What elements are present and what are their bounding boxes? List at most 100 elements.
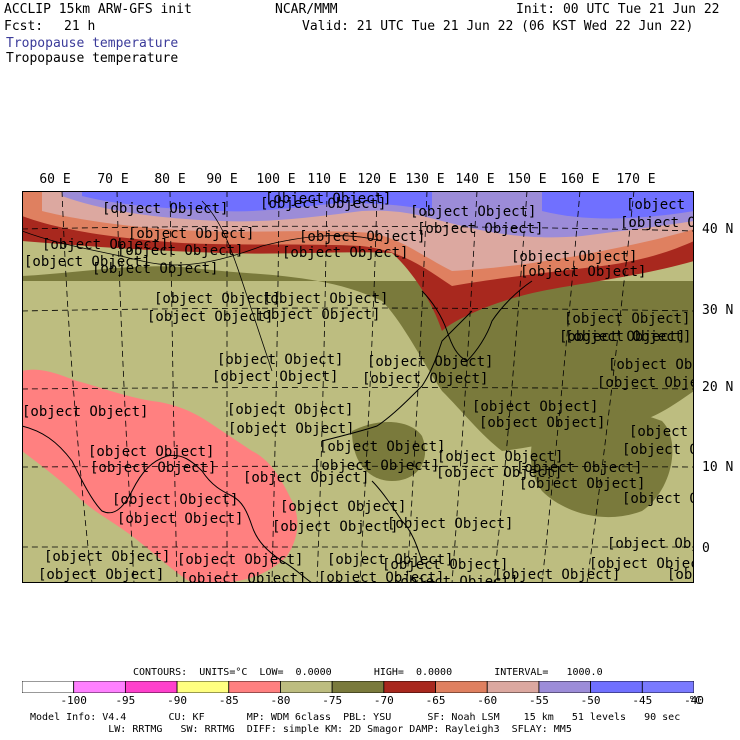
lon-label: 100 E: [256, 172, 296, 187]
colorbar-swatch: [486, 681, 540, 693]
map-annotation: [object Object]: [559, 329, 685, 345]
map-annotation: [object Object]: [313, 458, 439, 474]
map-annotation: [object Object]: [318, 570, 444, 583]
lat-label: 40 N: [702, 222, 734, 237]
colorbar-swatch: [435, 681, 488, 693]
map-annotation: [object Object]: [38, 567, 164, 583]
lon-label: 60 E: [39, 172, 71, 187]
map-annotation: [object Object]: [254, 307, 380, 323]
map-annotation: [object Object]: [607, 536, 694, 552]
map-annotation: [object Object]: [494, 567, 620, 583]
map-annotation: [object Object]: [362, 371, 488, 387]
map-annotation: [object Object]: [22, 404, 148, 420]
init-time: Init: 00 UTC Tue 21 Jun 22: [516, 2, 720, 17]
colorbar-tick-label: -60: [477, 694, 498, 707]
colorbar-swatch: [538, 681, 592, 693]
lon-label: 70 E: [97, 172, 129, 187]
map-frame: [22, 191, 694, 583]
graticule: [22, 191, 694, 583]
map-annotation: [object Object]: [282, 245, 408, 261]
lat-label: 0: [702, 541, 710, 556]
valid-time: Valid: 21 UTC Tue 21 Jun 22 (06 KST Wed …: [302, 19, 694, 34]
lon-label: 150 E: [507, 172, 547, 187]
colorbar-unit: °C: [688, 694, 702, 707]
map-annotation: [object Object]: [228, 421, 354, 437]
colorbar-tick-label: -100: [60, 694, 87, 707]
map-annotation: [object Object]: [520, 264, 646, 280]
map-annotation: [object Object]: [565, 329, 691, 345]
colorbar-tick-label: -70: [373, 694, 394, 707]
map-annotation: [object Object]: [260, 196, 386, 212]
map-annotation: [object Object]: [272, 519, 398, 535]
map-annotation: [object Object]: [367, 354, 493, 370]
shade-minus45-patch: [542, 191, 694, 219]
lon-label: 120 E: [357, 172, 397, 187]
field-title-blue: Tropopause temperature: [6, 36, 179, 51]
colorbar-tick-label: -85: [218, 694, 239, 707]
map-annotation: [object Object]: [243, 470, 369, 486]
map-annotation: [object Object]: [24, 254, 150, 270]
forecast-hours: 21 h: [64, 19, 96, 34]
map-annotation: [object Object]: [437, 449, 563, 465]
colorbar-swatch: [22, 681, 75, 693]
colorbar-swatch: [124, 681, 178, 693]
map-annotation: [object Object]: [629, 424, 694, 440]
model-info-line2: LW: RRTMG SW: RRTMG DIFF: simple KM: 2D …: [30, 724, 572, 735]
map-annotation: [object Object]: [511, 249, 637, 265]
model-info-line1: Model Info: V4.4 CU: KF MP: WDM 6class P…: [30, 712, 681, 723]
lon-label: 130 E: [405, 172, 445, 187]
lon-label: 170 E: [616, 172, 656, 187]
map-annotation: [object Object]: [319, 439, 445, 455]
organization: NCAR/MMM: [275, 2, 338, 17]
coastline: [22, 425, 313, 583]
shade-minus45-band: [82, 191, 432, 212]
colorbar-tick-label: -80: [270, 694, 291, 707]
map-annotation: [object Object]: [88, 444, 214, 460]
map-annotation: [object Object]: [147, 309, 273, 325]
map-annotation: [object Object]: [519, 476, 645, 492]
map-annotation: [object Object]: [44, 549, 170, 565]
tropopause-temperature-map: [object Object] [object Object] [object …: [22, 191, 694, 583]
map-annotation: [object Object]: [262, 291, 388, 307]
lon-label: 160 E: [560, 172, 600, 187]
colorbar-swatch: [590, 681, 643, 693]
map-annotation: [object Object]: [265, 191, 391, 207]
colorbar-swatch: [73, 681, 126, 693]
map-annotation: [object Object]: [212, 369, 338, 385]
border-line: [201, 200, 273, 372]
model-title: ACCLIP 15km ARW-GFS init: [4, 2, 192, 17]
colorbar-tick-label: -40: [684, 694, 704, 707]
coastline: [371, 480, 423, 562]
colorbar-tick-label: -90: [167, 694, 187, 707]
colorbar-swatch: [383, 681, 436, 693]
map-annotation: [object Object]: [102, 201, 228, 217]
map-annotation: [object Object]: [622, 442, 694, 458]
shade-minus80-patch: [22, 369, 298, 583]
map-annotation: [object Object]: [608, 357, 694, 373]
map-annotation: [object Object]: [117, 511, 243, 527]
shade-minus70-band: [22, 266, 694, 451]
map-annotation: [object Object]: [436, 465, 562, 481]
lon-label: 140 E: [455, 172, 495, 187]
map-annotation: [object Object]: [620, 215, 694, 231]
contours-info: CONTOURS: UNITS=°C LOW= 0.0000 HIGH= 0.0…: [133, 667, 603, 678]
map-annotation: [object Object]: [667, 567, 694, 583]
colorbar-swatch: [228, 681, 281, 693]
map-annotation: [object Object]: [42, 237, 168, 253]
map-annotation: [object Object]: [622, 491, 694, 507]
lat-label: 10 N: [702, 460, 734, 475]
map-annotation: [object Object]: [516, 460, 642, 476]
map-annotation: [object Object]: [387, 516, 513, 532]
map-annotation: [object Object]: [417, 221, 543, 237]
map-annotation: [object Object]: [177, 552, 303, 568]
map-annotation: [object Object]: [597, 375, 694, 391]
lon-label: 80 E: [154, 172, 186, 187]
map-annotation: [object Object]: [128, 226, 254, 242]
colorbar-tick-label: -55: [528, 694, 549, 707]
colorbar-swatch: [331, 681, 385, 693]
map-annotation: [object Object]: [227, 402, 353, 418]
border-line: [22, 230, 383, 266]
map-annotation: [object Object]: [217, 352, 343, 368]
map-annotation: [object Object]: [472, 399, 598, 415]
map-annotation: [object Object]: [117, 243, 243, 259]
